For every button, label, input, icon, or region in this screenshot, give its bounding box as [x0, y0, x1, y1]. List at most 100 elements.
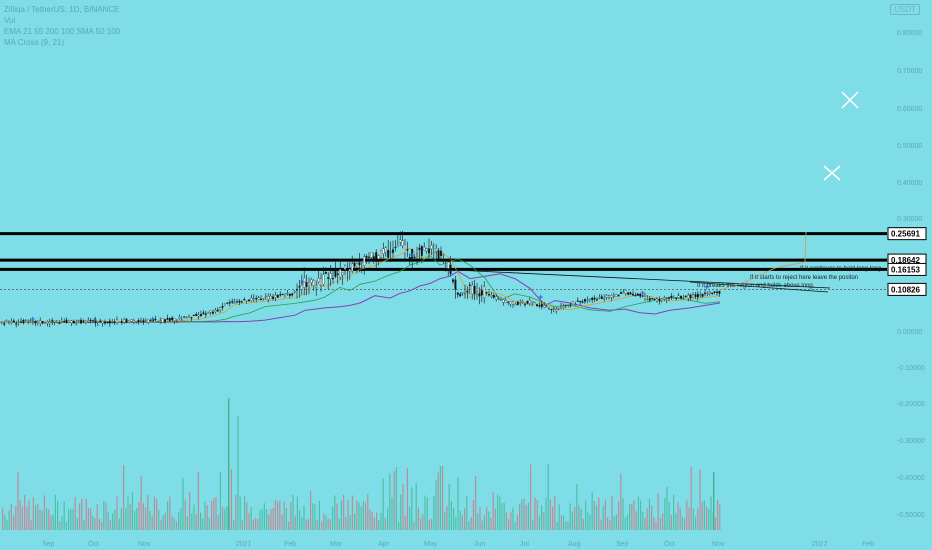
volume-bar	[365, 502, 367, 530]
volume-bar	[268, 514, 270, 530]
volume-bar	[420, 518, 422, 530]
candle-body	[308, 282, 310, 287]
candle-body	[440, 250, 442, 256]
volume-bar	[98, 518, 100, 530]
candle-body	[135, 321, 138, 323]
volume-bar	[195, 514, 197, 530]
volume-bar	[631, 503, 633, 530]
currency-badge[interactable]: USDT	[890, 4, 920, 15]
candle-body	[108, 320, 111, 324]
volume-bar	[224, 508, 226, 530]
volume-bar	[259, 510, 261, 530]
candle-body	[392, 249, 394, 253]
candle-body	[718, 290, 721, 294]
candle-body	[622, 292, 625, 294]
volume-bar	[186, 516, 188, 530]
volume-bar	[508, 519, 510, 530]
volume-bar	[279, 500, 281, 530]
volume-bar	[490, 518, 492, 530]
volume-bar	[332, 506, 334, 530]
candle-body	[569, 304, 572, 306]
volume-bar	[321, 521, 323, 530]
level-label-box	[887, 282, 927, 296]
volume-bar	[63, 501, 65, 530]
level-label: 0.10826	[891, 285, 920, 294]
candle-body	[75, 322, 78, 324]
y-tick-label: 0.80000	[897, 30, 922, 37]
candle-body	[605, 295, 608, 298]
volume-bar	[655, 521, 657, 530]
volume-bar	[208, 518, 210, 530]
candle-body	[572, 301, 574, 305]
candle-body	[322, 274, 325, 285]
candle-body	[159, 320, 162, 323]
y-tick-label: 0.00000	[897, 329, 922, 336]
volume-bar	[87, 508, 89, 530]
volume-bar	[145, 507, 147, 530]
candle-body	[545, 305, 548, 308]
candle-body	[564, 304, 567, 306]
volume-bar	[213, 497, 215, 530]
candle-body	[147, 319, 150, 323]
level-label: 0.25691	[891, 230, 920, 239]
volume-bar	[149, 511, 151, 530]
candle-body	[624, 290, 627, 294]
volume-bar	[670, 515, 672, 530]
volume-bar	[235, 495, 237, 530]
candle-body	[560, 305, 562, 308]
volume-bar	[200, 512, 202, 530]
candle-body	[548, 308, 550, 310]
volume-bar	[428, 519, 430, 530]
volume-bar	[516, 515, 518, 530]
candle-body	[267, 295, 270, 300]
candle-body	[586, 299, 589, 301]
candle-body	[226, 302, 229, 304]
candle-body	[188, 315, 190, 317]
volume-bar	[237, 416, 239, 530]
candle-body	[687, 295, 690, 299]
candle-body	[248, 299, 250, 302]
volume-bar	[525, 504, 527, 530]
volume-bar	[699, 469, 701, 530]
candle-body	[336, 273, 339, 275]
candle-body	[281, 293, 284, 296]
volume-bar	[270, 509, 272, 530]
candle-body	[231, 301, 234, 303]
volume-bar	[26, 506, 28, 530]
candle-body	[320, 278, 322, 286]
volume-bar	[48, 509, 50, 530]
volume-bar	[444, 512, 446, 530]
candle-body	[639, 294, 642, 297]
volume-bar	[107, 511, 109, 530]
volume-bar	[68, 509, 70, 530]
candle-body	[96, 321, 99, 323]
volume-bar	[83, 519, 85, 530]
candle-body	[219, 307, 222, 310]
candle-body	[346, 269, 349, 271]
volume-bar	[138, 501, 140, 530]
volume-bar	[358, 502, 360, 530]
candle-body	[401, 240, 404, 246]
volume-bar	[424, 495, 426, 530]
volume-bar	[169, 496, 171, 530]
candle-body	[706, 293, 709, 295]
candle-body	[243, 299, 246, 301]
volume-bar	[74, 496, 76, 530]
level-label: 0.18642	[891, 256, 920, 265]
volume-bar	[552, 507, 554, 530]
volume-bar	[164, 512, 166, 530]
candle-body	[660, 298, 663, 301]
volume-bar	[589, 514, 591, 530]
candle-body	[550, 308, 553, 311]
candle-body	[298, 286, 301, 288]
candle-body	[423, 246, 426, 251]
candle-body	[485, 292, 488, 294]
volume-bar	[646, 508, 648, 530]
volume-bar	[626, 514, 628, 530]
volume-bar	[281, 514, 283, 530]
candle-body	[344, 265, 346, 270]
candle-body	[99, 320, 102, 322]
candle-body	[377, 255, 380, 260]
